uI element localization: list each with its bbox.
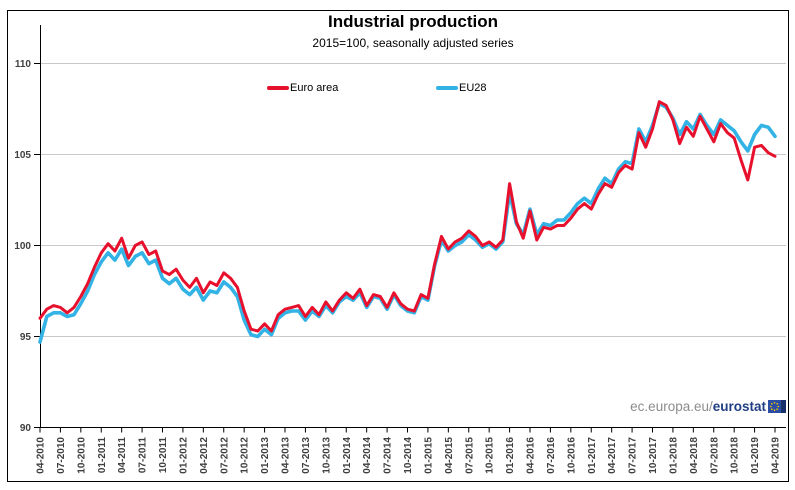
x-tick-label: 07-2016 bbox=[546, 437, 557, 474]
x-tick-label: 01-2019 bbox=[750, 437, 761, 474]
x-tick-label: 01-2015 bbox=[423, 437, 434, 474]
x-tick-label: 07-2018 bbox=[709, 437, 720, 474]
x-tick-label: 04-2018 bbox=[689, 437, 700, 474]
x-tick-label: 07-2011 bbox=[138, 437, 149, 474]
x-tick-label: 01-2016 bbox=[505, 437, 516, 474]
chart-title: Industrial production bbox=[328, 12, 498, 31]
x-tick-label: 04-2010 bbox=[36, 437, 47, 474]
x-tick-label: 07-2014 bbox=[383, 437, 394, 474]
x-tick-label: 07-2010 bbox=[56, 437, 67, 474]
chart-subtitle: 2015=100, seasonally adjusted series bbox=[312, 36, 514, 50]
x-tick-label: 01-2014 bbox=[342, 437, 353, 474]
x-tick-label: 04-2014 bbox=[362, 437, 373, 474]
x-tick-label: 04-2017 bbox=[607, 437, 618, 474]
x-tick-label: 04-2011 bbox=[117, 437, 128, 474]
y-tick-label: 90 bbox=[20, 423, 32, 434]
legend-item-euro-area: Euro area bbox=[267, 82, 338, 94]
x-tick-label: 10-2013 bbox=[321, 437, 332, 474]
x-tick-label: 10-2014 bbox=[403, 437, 414, 474]
legend-label-eu28: EU28 bbox=[459, 82, 487, 94]
legend-label-euro-area: Euro area bbox=[290, 82, 339, 94]
x-tick-label: 10-2011 bbox=[158, 437, 169, 474]
x-tick-label: 07-2015 bbox=[464, 437, 475, 474]
x-tick-label: 07-2013 bbox=[301, 437, 312, 474]
x-tick-label: 01-2011 bbox=[97, 437, 108, 474]
y-tick-label: 100 bbox=[14, 241, 31, 252]
x-tick-label: 10-2016 bbox=[566, 437, 577, 474]
x-tick-label: 04-2012 bbox=[199, 437, 210, 474]
watermark-brand: eurostat bbox=[712, 399, 766, 414]
x-tick-label: 10-2012 bbox=[240, 437, 251, 474]
series-line-euro-area bbox=[38, 100, 777, 333]
eu-flag-icon bbox=[768, 400, 786, 413]
eu28-line-swatch-icon bbox=[436, 86, 458, 90]
series-line-eu28 bbox=[38, 101, 777, 344]
watermark-url-prefix: ec.europa.eu/ bbox=[630, 399, 713, 414]
x-tick-label: 04-2016 bbox=[526, 437, 537, 474]
x-tick-label: 07-2012 bbox=[219, 437, 230, 474]
x-tick-label: 01-2013 bbox=[260, 437, 271, 474]
y-tick-label: 110 bbox=[15, 59, 32, 70]
x-tick-label: 04-2019 bbox=[771, 437, 782, 474]
x-tick-label: 10-2018 bbox=[730, 437, 741, 474]
euro-area-line-swatch-icon bbox=[267, 86, 289, 90]
x-tick-label: 10-2017 bbox=[648, 437, 659, 474]
eurostat-watermark: ec.europa.eu/eurostat bbox=[630, 399, 786, 414]
x-tick-label: 07-2017 bbox=[628, 437, 639, 474]
x-tick-label: 10-2010 bbox=[76, 437, 87, 474]
x-tick-label: 01-2017 bbox=[587, 437, 598, 474]
x-tick-label: 04-2013 bbox=[281, 437, 292, 474]
y-tick-label: 105 bbox=[14, 150, 31, 161]
x-tick-label: 01-2018 bbox=[668, 437, 679, 474]
x-tick-label: 01-2012 bbox=[178, 437, 189, 474]
legend-item-eu28: EU28 bbox=[436, 82, 487, 94]
x-tick-label: 10-2015 bbox=[485, 437, 496, 474]
x-tick-label: 04-2015 bbox=[444, 437, 455, 474]
y-tick-label: 95 bbox=[20, 332, 32, 343]
